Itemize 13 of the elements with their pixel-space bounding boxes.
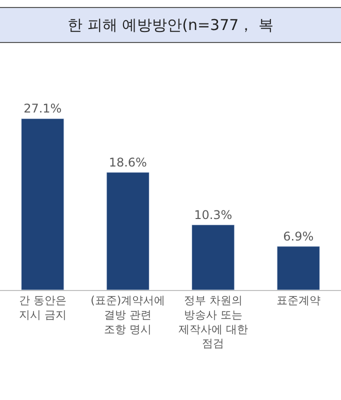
chart-title: 한 피해 예방방안(n=377， 복: [68, 16, 274, 34]
bar: [21, 118, 64, 290]
x-tick-label: (표준)계약서에 결방 관련 조항 명시: [90, 294, 166, 336]
x-tick-label: 간 동안은 지시 금지: [18, 294, 66, 322]
data-label: 10.3%: [194, 208, 232, 222]
bar: [192, 224, 235, 290]
x-tick-label: 표준계약: [276, 294, 320, 308]
bar: [276, 246, 320, 290]
data-label: 27.1%: [24, 102, 62, 116]
x-tick-label: 정부 차원의 방송사 또는 제작사에 대한 점검: [178, 294, 248, 350]
bar: [106, 172, 150, 290]
data-label: 6.9%: [283, 229, 314, 244]
data-label: 18.6%: [108, 155, 147, 170]
